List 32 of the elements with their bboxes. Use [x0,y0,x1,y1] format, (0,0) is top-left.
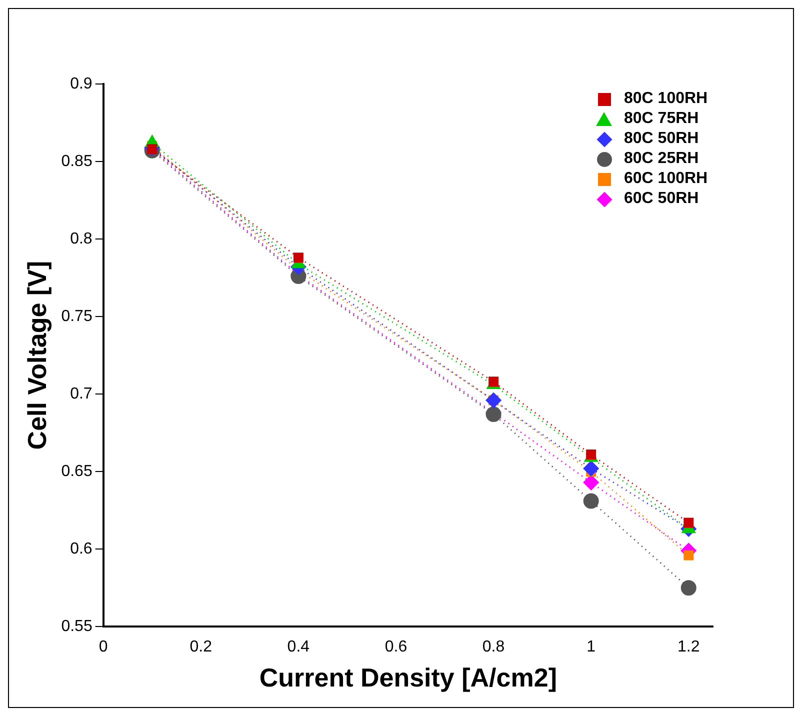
x-axis-title: Current Density [A/cm2] [259,662,557,693]
legend-label: 80C 50RH [624,129,699,149]
y-tick-label: 0.6 [70,540,92,558]
y-tick-label: 0.55 [61,618,92,636]
point [147,144,158,154]
point [684,550,694,560]
point [583,460,599,476]
y-tick-label: 0.75 [61,308,92,325]
legend-label: 60C 50RH [624,189,699,209]
legend-label: 60C 100RH [624,169,708,189]
point [583,493,599,509]
x-tick-label: 0.2 [190,638,212,656]
legend-label: 80C 25RH [624,149,699,169]
point [486,392,502,408]
point [680,580,696,596]
x-tick-label: 1.2 [677,638,700,656]
y-tick-label: 0.8 [70,230,92,248]
x-tick-label: 0.6 [384,638,408,656]
y-tick-label: 0.9 [70,75,92,92]
legend-label: 80C 75RH [624,109,699,129]
x-tick-label: 0.8 [482,638,505,656]
point [583,474,599,490]
y-tick-label: 0.65 [61,462,92,480]
legend-label: 80C 100RH [624,89,708,109]
y-tick-label: 0.7 [70,385,92,402]
y-axis-title: Cell Voltage [V] [22,260,52,450]
point [684,518,694,528]
x-tick-label: 0 [98,638,108,656]
x-tick-label: 1 [586,638,596,656]
point [293,252,304,263]
y-tick-label: 0.85 [61,152,92,170]
x-tick-label: 0.4 [287,638,310,656]
